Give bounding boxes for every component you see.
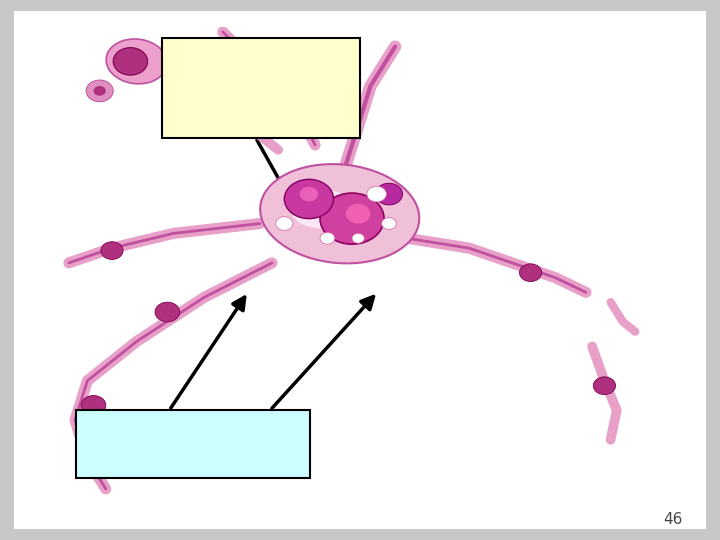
Circle shape [86, 80, 113, 102]
Text: 46: 46 [664, 512, 683, 527]
Circle shape [113, 48, 148, 75]
Circle shape [94, 86, 106, 96]
Circle shape [300, 187, 318, 201]
Circle shape [520, 264, 541, 281]
Text: Type II Pneumocytes
are cuboidal and
produce surfactant: Type II Pneumocytes are cuboidal and pro… [176, 55, 346, 121]
Ellipse shape [260, 164, 419, 264]
Circle shape [276, 217, 293, 231]
Circle shape [81, 395, 106, 415]
Circle shape [366, 186, 387, 202]
Circle shape [593, 377, 616, 395]
Circle shape [320, 232, 335, 244]
Circle shape [382, 218, 397, 230]
Circle shape [155, 302, 180, 322]
Circle shape [284, 179, 333, 219]
Circle shape [375, 183, 402, 205]
Circle shape [320, 193, 384, 244]
Ellipse shape [106, 39, 167, 84]
Ellipse shape [290, 189, 352, 228]
Circle shape [352, 233, 364, 243]
Circle shape [346, 204, 371, 224]
Circle shape [101, 242, 123, 259]
Text: Type 1 Pneumocytes are
flattened for gas exchange: Type 1 Pneumocytes are flattened for gas… [81, 423, 305, 465]
